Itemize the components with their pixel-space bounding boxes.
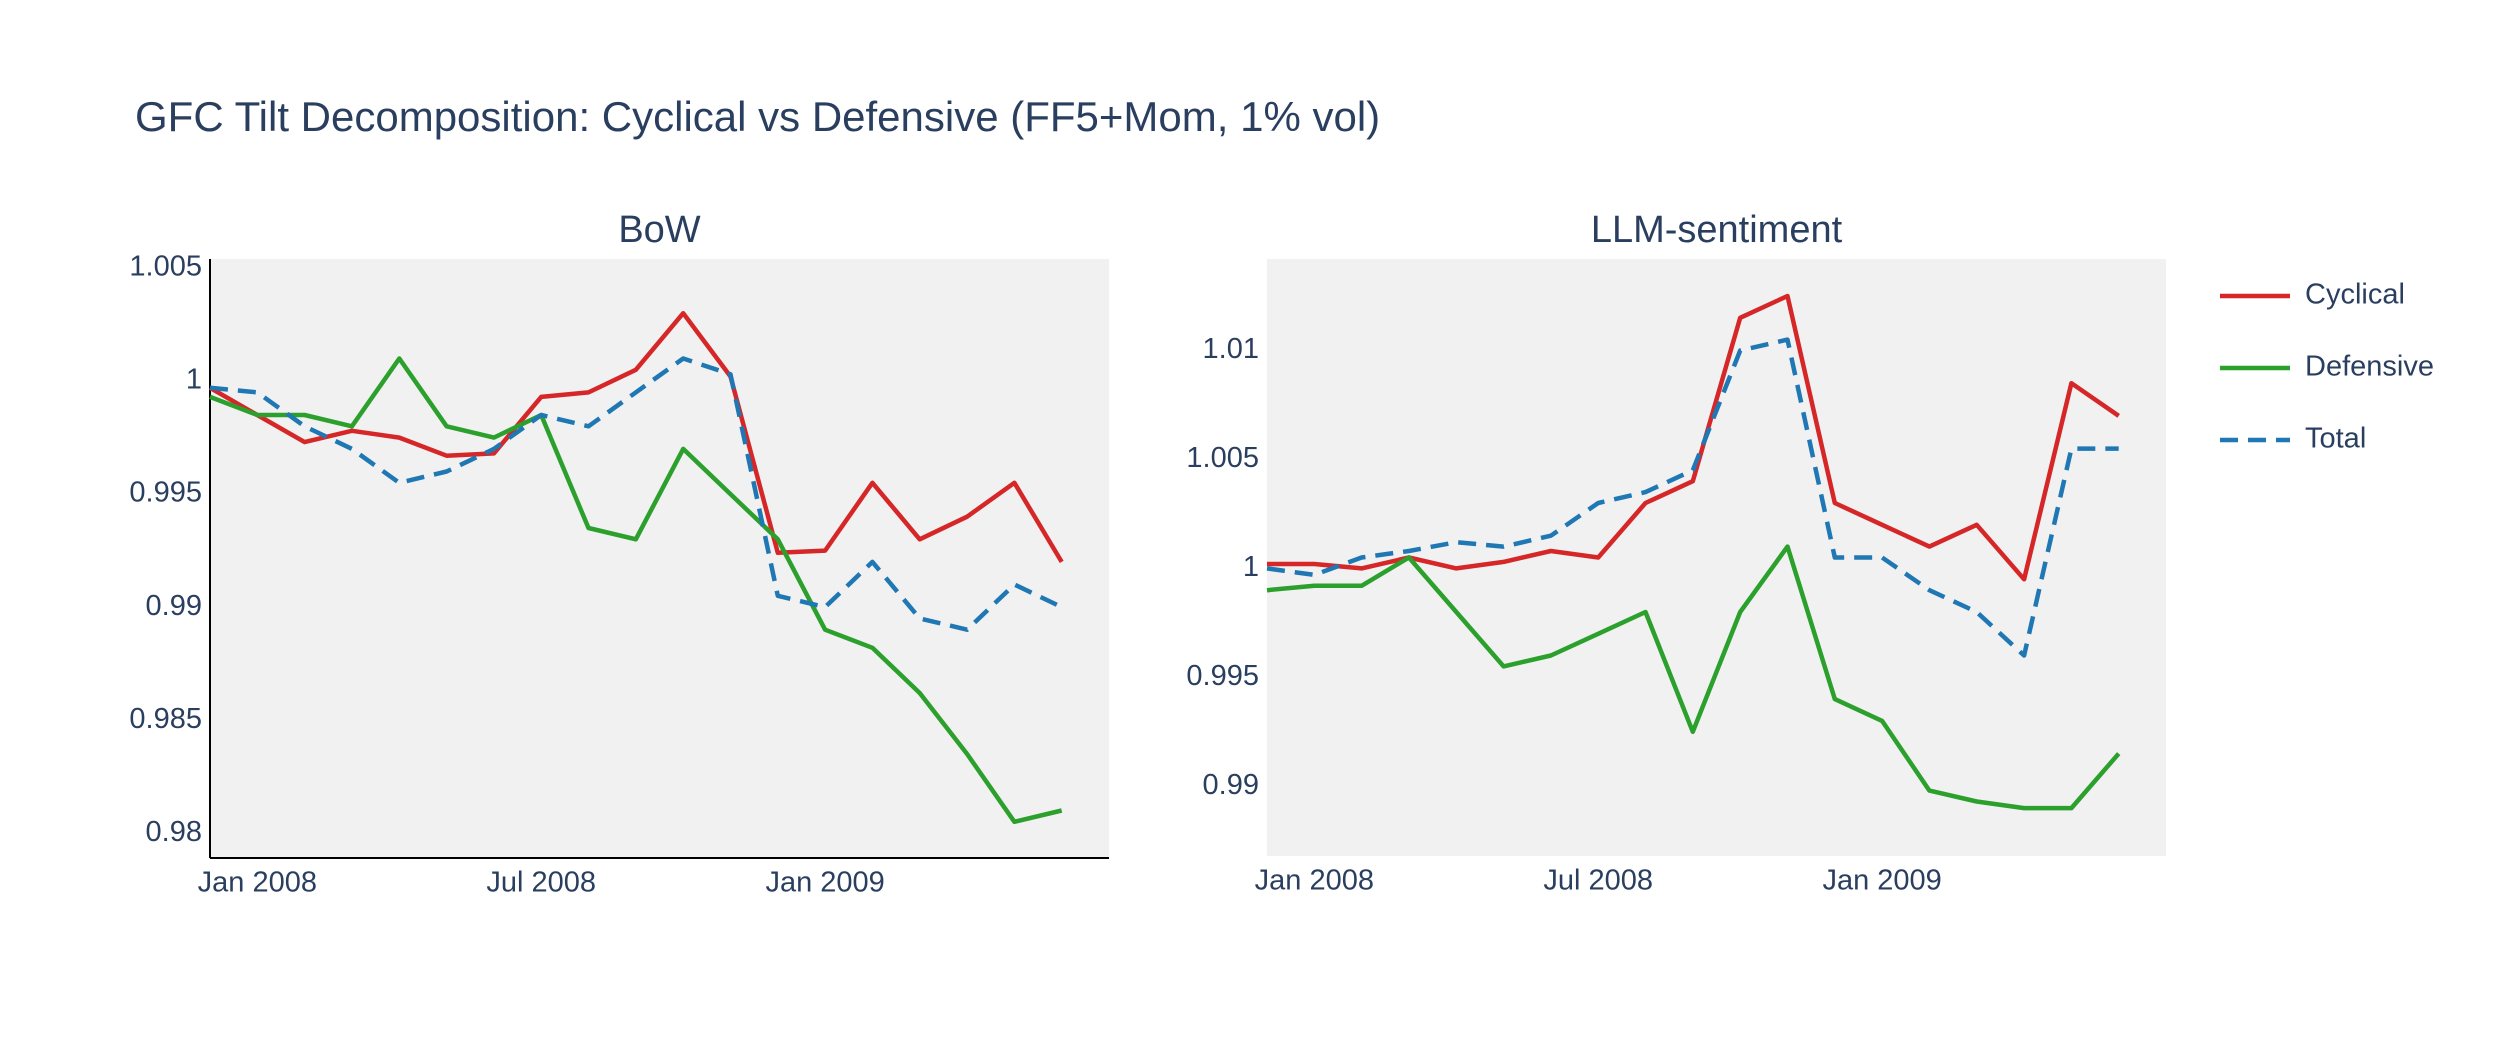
x-tick-label: Jan 2009 xyxy=(765,867,884,899)
legend-label: Defensive xyxy=(2305,351,2434,383)
y-tick-label: 0.98 xyxy=(146,816,202,848)
plot-background xyxy=(210,259,1109,858)
series-line xyxy=(209,356,1063,825)
y-tick-label: 0.99 xyxy=(1203,769,1259,801)
series-line xyxy=(1266,544,2121,811)
y-tick-label: 0.995 xyxy=(1186,660,1259,692)
y-tick-label: 0.995 xyxy=(129,477,202,509)
y-tick-label: 1.005 xyxy=(1186,442,1259,474)
y-tick-label: 0.99 xyxy=(146,590,202,622)
y-tick-label: 1.01 xyxy=(1203,333,1259,365)
chart-title: GFC Tilt Decomposition: Cyclical vs Defe… xyxy=(135,93,1380,140)
series-line xyxy=(1266,337,2119,658)
subplot-title: BoW xyxy=(618,209,700,251)
y-tick-label: 1.005 xyxy=(129,251,202,283)
series-line xyxy=(208,310,1064,564)
x-tick-label: Jan 2008 xyxy=(198,867,317,899)
x-tick-label: Jan 2009 xyxy=(1822,865,1941,897)
y-tick-label: 0.985 xyxy=(129,703,202,735)
x-tick-label: Jul 2008 xyxy=(1543,865,1653,897)
legend-label: Cyclical xyxy=(2305,279,2405,311)
x-tick-label: Jul 2008 xyxy=(486,867,596,899)
y-tick-label: 1 xyxy=(186,364,202,396)
x-tick-label: Jan 2008 xyxy=(1255,865,1374,897)
legend-label: Total xyxy=(2305,423,2366,455)
y-tick-label: 1 xyxy=(1243,551,1259,583)
series-line xyxy=(209,356,1063,632)
subplot-title: LLM-sentiment xyxy=(1591,209,1843,251)
